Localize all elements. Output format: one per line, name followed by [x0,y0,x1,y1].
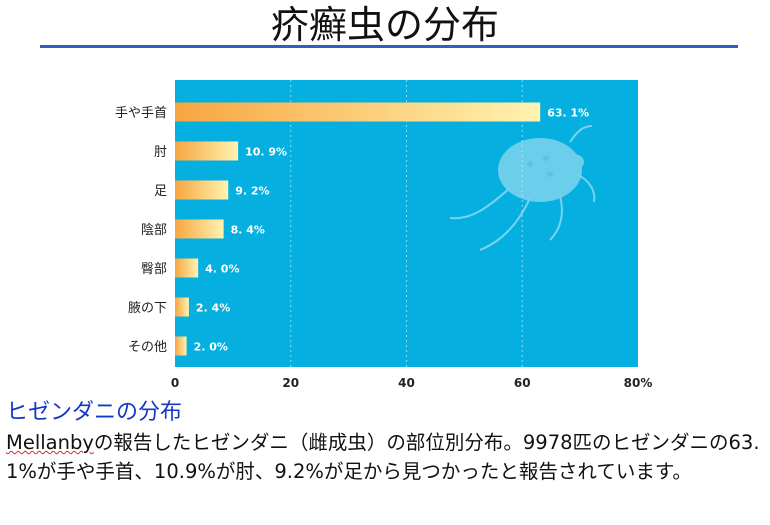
x-tick-label: 60 [514,376,531,390]
value-label: 4. 0% [205,263,239,276]
mite-icon [449,125,596,251]
category-label: その他 [128,340,167,355]
slide-title: 疥癬虫の分布 [270,3,499,47]
x-tick-label: 20 [282,376,299,390]
x-tick-label: 80% [624,376,653,390]
description-text: の報告したヒゼンダニ（雌成虫）の部位別分布。9978匹のヒゼンダニの63.1%が… [6,431,760,483]
value-label: 8. 4% [231,224,265,237]
bar [175,336,187,356]
distribution-bar-chart: 63. 1% 10. 9% 9. 2% 8. 4% 4. 0% 2. 4% 2. 0% 手や… [115,80,653,390]
category-label: 腋の下 [128,301,167,316]
value-label: 9. 2% [235,185,269,198]
bar [175,297,189,317]
value-label: 2. 0% [194,341,228,354]
bar [175,219,224,239]
category-label: 臀部 [141,262,167,277]
description-paragraph: Mellanbyの報告したヒゼンダニ（雌成虫）の部位別分布。9978匹のヒゼンダ… [6,428,762,486]
section-heading: ヒゼンダニの分布 [6,400,183,425]
bar [175,141,239,161]
title-underline [40,45,738,48]
category-label: 手や手首 [115,106,167,121]
category-label: 足 [154,184,167,199]
category-label: 陰部 [141,223,167,238]
value-label: 10. 9% [245,146,287,159]
x-tick-label: 0 [171,376,179,390]
bar [175,102,541,122]
bar [175,258,199,278]
bar [175,180,229,200]
x-tick-label: 40 [398,376,415,390]
author-name: Mellanby [6,431,94,454]
value-label: 63. 1% [547,107,589,120]
value-label: 2. 4% [196,302,230,315]
category-label: 肘 [154,145,167,160]
